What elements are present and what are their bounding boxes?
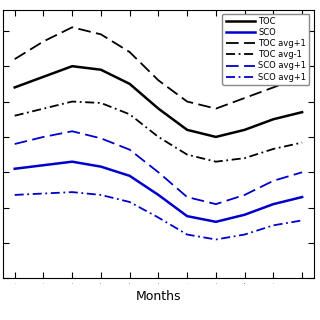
SCO avg+1	[42, 135, 45, 139]
TOC	[42, 75, 45, 79]
SCO	[243, 213, 246, 217]
SCO	[128, 174, 132, 178]
SCO avg+1	[70, 190, 74, 194]
TOC	[128, 82, 132, 86]
SCO avg+1	[214, 237, 218, 241]
TOC avg-1	[156, 135, 160, 139]
SCO avg+1	[300, 170, 304, 174]
SCO	[185, 214, 189, 218]
TOC	[99, 68, 103, 72]
Line: TOC avg-1: TOC avg-1	[15, 101, 302, 162]
TOC avg-1	[185, 153, 189, 156]
SCO	[214, 220, 218, 224]
TOC avg-1	[243, 156, 246, 160]
SCO avg+1	[243, 193, 246, 197]
TOC	[156, 107, 160, 110]
TOC avg+1	[185, 100, 189, 103]
TOC	[214, 135, 218, 139]
SCO	[42, 163, 45, 167]
TOC	[271, 117, 275, 121]
SCO avg+1	[99, 193, 103, 197]
Line: TOC: TOC	[15, 66, 302, 137]
Legend: TOC, SCO, TOC avg+1, TOC avg-1, SCO avg+1, SCO avg+1: TOC, SCO, TOC avg+1, TOC avg-1, SCO avg+…	[222, 14, 309, 85]
SCO avg+1	[271, 223, 275, 227]
Line: SCO avg+1: SCO avg+1	[15, 131, 302, 204]
SCO avg+1	[156, 170, 160, 174]
TOC avg-1	[42, 107, 45, 110]
TOC avg-1	[13, 114, 17, 118]
TOC avg+1	[271, 85, 275, 89]
SCO avg+1	[185, 233, 189, 236]
TOC avg-1	[271, 147, 275, 151]
Line: SCO avg+1: SCO avg+1	[15, 192, 302, 239]
SCO	[300, 195, 304, 199]
TOC avg-1	[214, 160, 218, 164]
SCO	[99, 165, 103, 169]
SCO avg+1	[42, 192, 45, 196]
SCO	[70, 160, 74, 164]
TOC avg+1	[300, 75, 304, 79]
SCO avg+1	[185, 195, 189, 199]
TOC avg-1	[70, 100, 74, 103]
TOC	[70, 64, 74, 68]
SCO avg+1	[243, 233, 246, 236]
SCO avg+1	[271, 179, 275, 183]
SCO avg+1	[300, 219, 304, 222]
TOC avg+1	[214, 107, 218, 110]
SCO avg+1	[156, 216, 160, 220]
TOC	[300, 110, 304, 114]
SCO	[13, 167, 17, 171]
SCO avg+1	[13, 142, 17, 146]
TOC avg-1	[99, 101, 103, 105]
TOC	[243, 128, 246, 132]
SCO	[271, 202, 275, 206]
SCO avg+1	[214, 202, 218, 206]
Line: TOC avg+1: TOC avg+1	[15, 27, 302, 108]
TOC	[185, 128, 189, 132]
Line: SCO: SCO	[15, 162, 302, 222]
TOC avg-1	[128, 112, 132, 116]
TOC	[13, 85, 17, 89]
SCO avg+1	[70, 129, 74, 133]
TOC avg+1	[42, 39, 45, 43]
TOC avg+1	[99, 32, 103, 36]
TOC avg+1	[128, 50, 132, 54]
SCO avg+1	[128, 200, 132, 204]
TOC avg+1	[156, 78, 160, 82]
TOC avg+1	[243, 96, 246, 100]
SCO	[156, 193, 160, 197]
TOC avg+1	[70, 25, 74, 29]
TOC avg+1	[13, 57, 17, 61]
SCO avg+1	[13, 193, 17, 197]
X-axis label: Months: Months	[136, 290, 181, 303]
TOC avg-1	[300, 141, 304, 145]
SCO avg+1	[99, 136, 103, 140]
SCO avg+1	[128, 148, 132, 152]
